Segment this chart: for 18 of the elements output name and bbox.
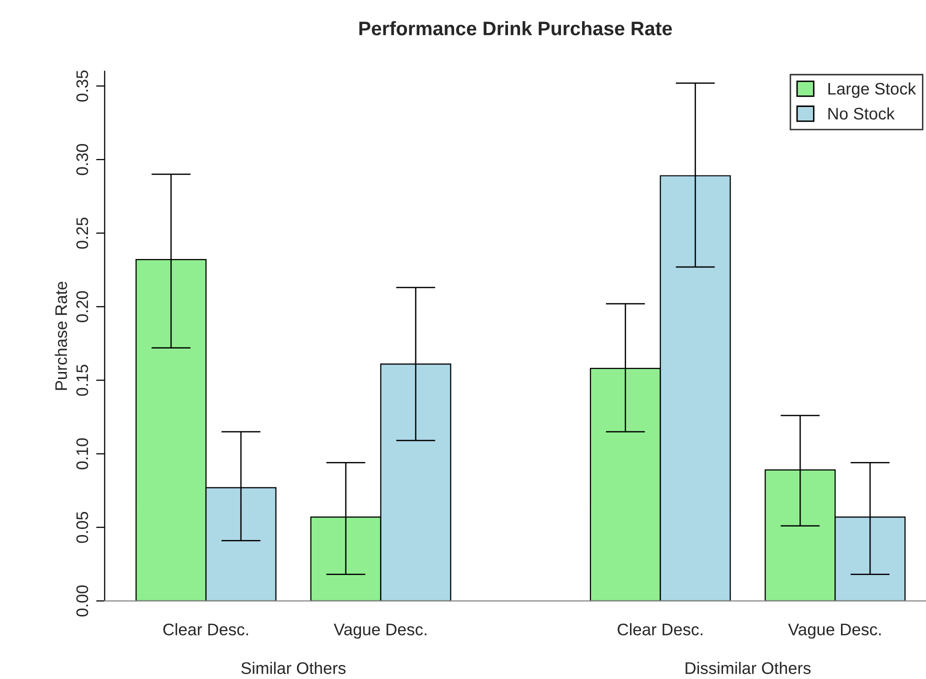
x-tick-label: Clear Desc.: [618, 623, 702, 636]
text: Similar Others: [241, 662, 346, 674]
y-tick-label: 0.30: [76, 144, 88, 176]
y-axis-title: Purchase Rate: [54, 282, 68, 390]
legend-label: Large Stock: [828, 82, 916, 98]
y-tick-label: 0.15: [76, 364, 88, 396]
text: Dissimilar Others: [686, 662, 811, 674]
chart-title: Performance Drink Purchase Rate: [359, 21, 672, 36]
x-tick-label: Vague Desc.: [334, 624, 426, 639]
y-tick-label: 0.10: [76, 438, 88, 470]
y-tick-label: 0.20: [76, 291, 88, 322]
x-tick-label: Clear Desc.: [163, 623, 248, 636]
y-tick-label: 0.00: [76, 585, 88, 616]
y-tick-label: 0.05: [76, 512, 88, 543]
x-tick-label: Vague Desc.: [788, 624, 881, 639]
y-tick-label: 0.25: [76, 218, 88, 249]
legend-label: No Stock: [828, 107, 895, 120]
y-tick-label: 0.35: [76, 70, 88, 102]
